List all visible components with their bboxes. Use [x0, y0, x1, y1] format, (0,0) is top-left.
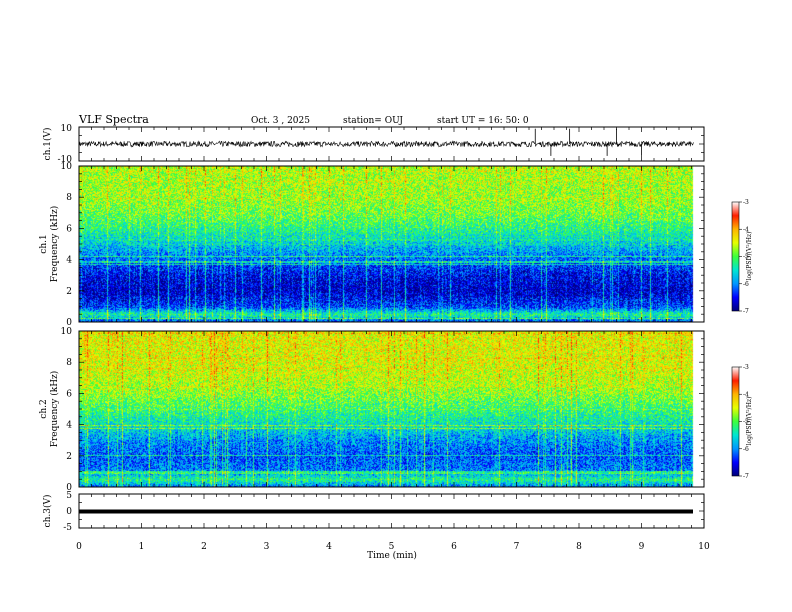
ch1-colorbar-ticklabel: -5	[743, 254, 749, 261]
ch1-waveform-panel: 10 -10 ch.1(V)	[42, 124, 705, 165]
ch2-spectrogram-ylabel-channel: ch.2	[39, 399, 49, 418]
ch1-ytick-top: 10	[61, 124, 73, 134]
ch2-colorbar-ticklabel: -5	[743, 419, 749, 426]
ch2-colorbar-ticklabel: -4	[743, 391, 749, 398]
x-axis-ticklabel: 3	[264, 542, 270, 552]
ch1-ytick-bottom: -10	[58, 155, 73, 165]
x-axis-ticklabel: 1	[139, 542, 145, 552]
ch1-colorbar-ticklabel: -6	[743, 281, 749, 288]
x-axis-ticklabel: 2	[201, 542, 207, 552]
x-axis-ticklabel: 4	[326, 542, 332, 552]
station-label: station= OUJ	[343, 116, 403, 126]
x-axis-ticklabel: 8	[576, 542, 582, 552]
ch3-ytick-bottom: -5	[63, 523, 72, 533]
ch1-spectrogram-ytick-label: 10	[61, 162, 73, 172]
x-axis-ticklabel: 10	[698, 542, 710, 552]
ch2-colorbar-ticklabel: -3	[743, 364, 749, 371]
figure-title: VLF Spectra	[78, 113, 149, 126]
ch2-colorbar-ticks: -3 -4 -5 -6 -7	[739, 364, 749, 480]
ch2-spectrogram-ytick-label: 0	[66, 483, 72, 493]
x-axis-ticklabel: 7	[514, 542, 520, 552]
date-label: Oct. 3 , 2025	[251, 116, 310, 126]
x-axis-ticklabel: 6	[451, 542, 457, 552]
ch2-spectrogram-ytick-label: 6	[66, 389, 72, 399]
ch1-colorbar-ticks: -3 -4 -5 -6 -7	[739, 199, 749, 315]
ch1-spectrogram-ytick-label: 0	[66, 318, 72, 328]
ch2-colorbar: -3 -4 -5 -6 -7 log(PSD)(V²/Hz)	[731, 364, 753, 480]
ch2-spectrogram-ytick-label: 4	[66, 421, 72, 431]
ch1-spectrogram-ylabel-channel: ch.1	[39, 234, 49, 253]
ch1-colorbar-ticklabel: -4	[743, 226, 749, 233]
ch3-ytick-middle: 0	[66, 507, 72, 517]
ch2-spectrogram-ticks	[78, 330, 705, 488]
ch2-spectrogram-panel: 0 2 4 6 8 10 ch.2 Frequency (kHz)	[39, 327, 705, 493]
ch1-colorbar-gradient	[732, 202, 739, 311]
ch1-spectrogram-panel: 0 2 4 6 8 10 ch.1 Frequency (kHz)	[39, 162, 705, 328]
ch2-spectrogram-ytick-label: 10	[61, 327, 73, 337]
ch2-spectrogram-image	[79, 331, 704, 487]
ch1-spectrogram-yticklabels: 0 2 4 6 8 10	[61, 162, 73, 328]
ch1-spectrogram-ytick-label: 4	[66, 256, 72, 266]
ch1-waveform-ticks	[78, 126, 705, 162]
ch1-spectrogram-ytick-label: 2	[66, 287, 72, 297]
ch1-colorbar-label: log(PSD)(V²/Hz)	[746, 232, 753, 281]
ch2-spectrogram-yticklabels: 0 2 4 6 8 10	[61, 327, 73, 493]
x-axis-ticklabel: 9	[639, 542, 645, 552]
ch3-ytick-top: 5	[66, 491, 72, 501]
ch1-colorbar: -3 -4 -5 -6 -7 log(PSD)(V²/Hz)	[731, 199, 753, 315]
ch1-waveform-ylabel: ch.1(V)	[42, 128, 53, 161]
ch2-colorbar-label: log(PSD)(V²/Hz)	[746, 397, 753, 446]
x-axis-ticklabel: 0	[76, 542, 82, 552]
start-ut-label: start UT = 16: 50: 0	[437, 116, 529, 126]
ch1-spectrogram-ylabel-frequency: Frequency (kHz)	[49, 206, 60, 283]
ch1-colorbar-ticklabel: -7	[743, 308, 749, 315]
ch3-waveform-ylabel: ch.3(V)	[42, 495, 53, 528]
x-axis-ticklabels: 0 1 2 3 4 5 6 7 8 9 10	[76, 542, 710, 552]
ch2-colorbar-ticklabel: -7	[743, 473, 749, 480]
ch1-spectrogram-ticks	[78, 165, 705, 323]
ch2-colorbar-ticklabel: -6	[743, 446, 749, 453]
x-axis-ticklabel: 5	[389, 542, 395, 552]
ch1-colorbar-ticklabel: -3	[743, 199, 749, 206]
ch3-waveform-panel: 5 0 -5 ch.3(V)	[42, 491, 705, 533]
ch2-spectrogram-ytick-label: 2	[66, 452, 72, 462]
ch2-spectrogram-ylabel-frequency: Frequency (kHz)	[49, 371, 60, 448]
ch2-colorbar-gradient	[732, 367, 739, 476]
ch3-waveform-ticks	[78, 493, 705, 529]
ch1-spectrogram-ytick-label: 6	[66, 224, 72, 234]
ch1-spectrogram-ytick-label: 8	[66, 193, 72, 203]
ch2-spectrogram-ytick-label: 8	[66, 358, 72, 368]
ch1-spectrogram-image	[79, 166, 704, 322]
x-axis-label: Time (min)	[367, 550, 417, 561]
ch1-waveform-trace	[78, 140, 694, 148]
